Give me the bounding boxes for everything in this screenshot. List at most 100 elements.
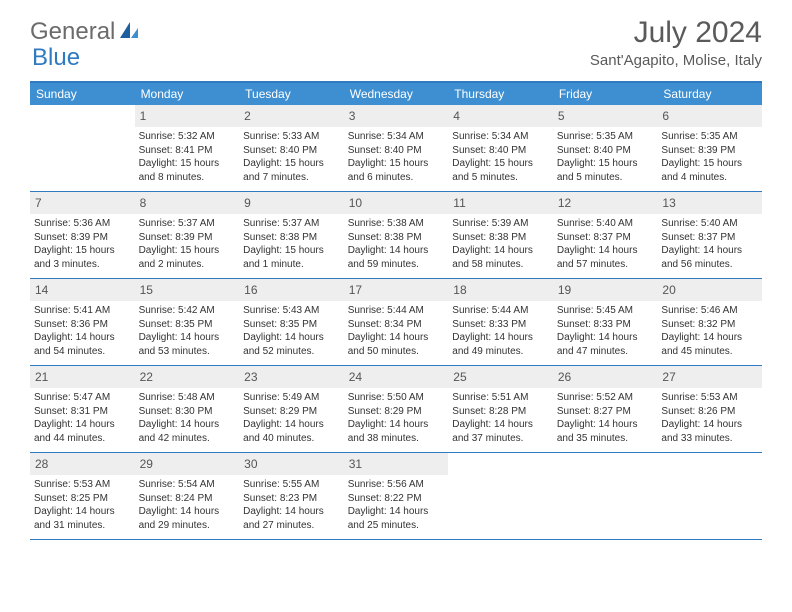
day-number: 19 [553, 279, 658, 301]
sunrise-line: Sunrise: 5:48 AM [139, 391, 236, 405]
daylight-line: Daylight: 14 hours and 49 minutes. [452, 331, 549, 358]
day-number: 12 [553, 192, 658, 214]
sunset-line: Sunset: 8:33 PM [452, 318, 549, 332]
daylight-line: Daylight: 14 hours and 47 minutes. [557, 331, 654, 358]
day-number: 13 [657, 192, 762, 214]
daylight-line: Daylight: 14 hours and 45 minutes. [661, 331, 758, 358]
sunset-line: Sunset: 8:35 PM [243, 318, 340, 332]
sunset-line: Sunset: 8:37 PM [557, 231, 654, 245]
sunrise-line: Sunrise: 5:34 AM [452, 130, 549, 144]
daylight-line: Daylight: 14 hours and 27 minutes. [243, 505, 340, 532]
day-number: 21 [30, 366, 135, 388]
day-number: 26 [553, 366, 658, 388]
day-headers: Sunday Monday Tuesday Wednesday Thursday… [30, 83, 762, 105]
day-number: 11 [448, 192, 553, 214]
daylight-line: Daylight: 14 hours and 57 minutes. [557, 244, 654, 271]
sunset-line: Sunset: 8:40 PM [557, 144, 654, 158]
sunrise-line: Sunrise: 5:55 AM [243, 478, 340, 492]
day-number: 6 [657, 105, 762, 127]
sunrise-line: Sunrise: 5:38 AM [348, 217, 445, 231]
day-number: 22 [135, 366, 240, 388]
day-number: 31 [344, 453, 449, 475]
day-cell: 19Sunrise: 5:45 AMSunset: 8:33 PMDayligh… [553, 279, 658, 365]
day-header-tue: Tuesday [239, 83, 344, 105]
sunrise-line: Sunrise: 5:33 AM [243, 130, 340, 144]
daylight-line: Daylight: 14 hours and 31 minutes. [34, 505, 131, 532]
day-cell [30, 105, 135, 191]
day-number: 2 [239, 105, 344, 127]
sunrise-line: Sunrise: 5:39 AM [452, 217, 549, 231]
sunset-line: Sunset: 8:39 PM [139, 231, 236, 245]
day-number: 15 [135, 279, 240, 301]
daylight-line: Daylight: 14 hours and 50 minutes. [348, 331, 445, 358]
week-row: 21Sunrise: 5:47 AMSunset: 8:31 PMDayligh… [30, 366, 762, 453]
day-info: Sunrise: 5:40 AMSunset: 8:37 PMDaylight:… [661, 217, 758, 271]
sunset-line: Sunset: 8:29 PM [348, 405, 445, 419]
day-info: Sunrise: 5:56 AMSunset: 8:22 PMDaylight:… [348, 478, 445, 532]
day-cell: 6 Sunrise: 5:35 AMSunset: 8:39 PMDaylight… [657, 105, 762, 191]
sunset-line: Sunset: 8:39 PM [34, 231, 131, 245]
day-info: Sunrise: 5:33 AMSunset: 8:40 PMDaylight:… [243, 130, 340, 184]
day-cell: 18Sunrise: 5:44 AMSunset: 8:33 PMDayligh… [448, 279, 553, 365]
daylight-line: Daylight: 14 hours and 29 minutes. [139, 505, 236, 532]
day-number: 27 [657, 366, 762, 388]
daylight-line: Daylight: 14 hours and 52 minutes. [243, 331, 340, 358]
day-number: 29 [135, 453, 240, 475]
day-cell: 15 Sunrise: 5:42 AMSunset: 8:35 PMDayligh… [135, 279, 240, 365]
week-row: 7 Sunrise: 5:36 AMSunset: 8:39 PMDaylight… [30, 192, 762, 279]
sunset-line: Sunset: 8:41 PM [139, 144, 236, 158]
day-cell: 16Sunrise: 5:43 AMSunset: 8:35 PMDayligh… [239, 279, 344, 365]
day-info: Sunrise: 5:37 AMSunset: 8:39 PMDaylight:… [139, 217, 236, 271]
day-info: Sunrise: 5:53 AMSunset: 8:25 PMDaylight:… [34, 478, 131, 532]
day-info: Sunrise: 5:39 AMSunset: 8:38 PMDaylight:… [452, 217, 549, 271]
day-info: Sunrise: 5:35 AMSunset: 8:39 PMDaylight:… [661, 130, 758, 184]
sunset-line: Sunset: 8:32 PM [661, 318, 758, 332]
sunrise-line: Sunrise: 5:45 AM [557, 304, 654, 318]
day-cell: 12 Sunrise: 5:40 AMSunset: 8:37 PMDayligh… [553, 192, 658, 278]
day-number: 9 [239, 192, 344, 214]
logo: General [30, 18, 143, 46]
sunset-line: Sunset: 8:39 PM [661, 144, 758, 158]
daylight-line: Daylight: 15 hours and 5 minutes. [557, 157, 654, 184]
sunrise-line: Sunrise: 5:47 AM [34, 391, 131, 405]
day-info: Sunrise: 5:42 AMSunset: 8:35 PMDaylight:… [139, 304, 236, 358]
day-cell: 2 Sunrise: 5:33 AMSunset: 8:40 PMDaylight… [239, 105, 344, 191]
day-number: 7 [30, 192, 135, 214]
daylight-line: Daylight: 15 hours and 4 minutes. [661, 157, 758, 184]
sunrise-line: Sunrise: 5:52 AM [557, 391, 654, 405]
daylight-line: Daylight: 14 hours and 58 minutes. [452, 244, 549, 271]
day-info: Sunrise: 5:38 AMSunset: 8:38 PMDaylight:… [348, 217, 445, 271]
sunrise-line: Sunrise: 5:34 AM [348, 130, 445, 144]
day-cell: 30Sunrise: 5:55 AMSunset: 8:23 PMDayligh… [239, 453, 344, 539]
sunset-line: Sunset: 8:28 PM [452, 405, 549, 419]
sunrise-line: Sunrise: 5:56 AM [348, 478, 445, 492]
daylight-line: Daylight: 14 hours and 56 minutes. [661, 244, 758, 271]
day-info: Sunrise: 5:36 AMSunset: 8:39 PMDaylight:… [34, 217, 131, 271]
day-header-wed: Wednesday [344, 83, 449, 105]
day-cell: 10Sunrise: 5:38 AMSunset: 8:38 PMDayligh… [344, 192, 449, 278]
sunset-line: Sunset: 8:36 PM [34, 318, 131, 332]
sunrise-line: Sunrise: 5:46 AM [661, 304, 758, 318]
sunrise-line: Sunrise: 5:41 AM [34, 304, 131, 318]
daylight-line: Daylight: 15 hours and 1 minute. [243, 244, 340, 271]
day-cell: 29Sunrise: 5:54 AMSunset: 8:24 PMDayligh… [135, 453, 240, 539]
daylight-line: Daylight: 14 hours and 44 minutes. [34, 418, 131, 445]
sunset-line: Sunset: 8:27 PM [557, 405, 654, 419]
day-number: 1 [135, 105, 240, 127]
sunrise-line: Sunrise: 5:35 AM [557, 130, 654, 144]
day-info: Sunrise: 5:37 AMSunset: 8:38 PMDaylight:… [243, 217, 340, 271]
day-info: Sunrise: 5:40 AMSunset: 8:37 PMDaylight:… [557, 217, 654, 271]
day-number: 16 [239, 279, 344, 301]
logo-text-b-wrap: Blue [32, 44, 80, 72]
daylight-line: Daylight: 15 hours and 8 minutes. [139, 157, 236, 184]
sunrise-line: Sunrise: 5:53 AM [34, 478, 131, 492]
sunrise-line: Sunrise: 5:37 AM [243, 217, 340, 231]
day-cell: 9 Sunrise: 5:37 AMSunset: 8:38 PMDaylight… [239, 192, 344, 278]
day-info: Sunrise: 5:34 AMSunset: 8:40 PMDaylight:… [348, 130, 445, 184]
day-info: Sunrise: 5:44 AMSunset: 8:34 PMDaylight:… [348, 304, 445, 358]
day-cell: 5Sunrise: 5:35 AMSunset: 8:40 PMDaylight… [553, 105, 658, 191]
day-cell: 31 Sunrise: 5:56 AMSunset: 8:22 PMDayligh… [344, 453, 449, 539]
sunset-line: Sunset: 8:22 PM [348, 492, 445, 506]
day-cell: 13 Sunrise: 5:40 AMSunset: 8:37 PMDayligh… [657, 192, 762, 278]
day-info: Sunrise: 5:44 AMSunset: 8:33 PMDaylight:… [452, 304, 549, 358]
